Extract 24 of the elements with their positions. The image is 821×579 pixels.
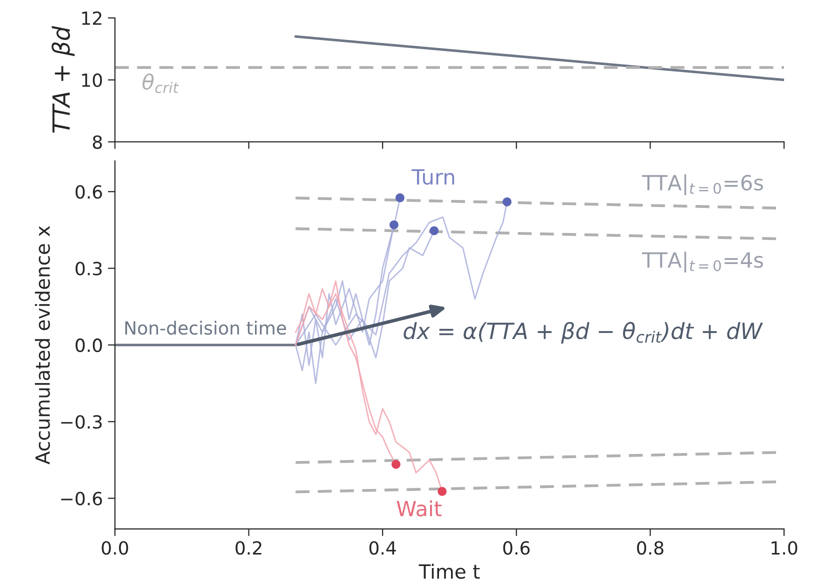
x-tick-label: 0.4 [369,541,396,555]
y-tick-label: 8 [92,135,102,149]
y-tick-label: 0.0 [76,338,102,352]
y-tick-label: −0.3 [61,415,102,429]
series-label: Wait [396,500,442,516]
y-tick-label: 0.3 [76,262,102,276]
x-tick-label: 0.8 [637,541,664,555]
x-tick-label: 1.0 [772,541,798,555]
annotation: Non-decision time [125,320,286,335]
y-tick-label: 12 [82,11,102,25]
ref-line-label: θ$_{crit}$ [142,73,179,94]
annotation: TTA|$_{t=0}$=4s [642,252,763,272]
x-tick-label: 0.0 [102,541,128,555]
annotation: dx = α(TTA + βd − θ$_{crit}$)dt + dW [404,322,763,344]
x-axis-title: Time t [418,564,480,579]
y-tick-label: −0.6 [61,492,102,506]
y-axis-title: TTA + βd [52,26,75,133]
x-tick-label: 0.2 [236,541,262,555]
y-axis-title: Accumulated evidence x [34,226,50,464]
annotation: TTA|$_{t=0}$=6s [642,174,763,196]
series-label: Turn [412,169,454,185]
y-tick-label: 10 [82,73,102,88]
x-tick-label: 0.6 [503,541,530,555]
y-tick-label: 0.6 [76,185,102,199]
